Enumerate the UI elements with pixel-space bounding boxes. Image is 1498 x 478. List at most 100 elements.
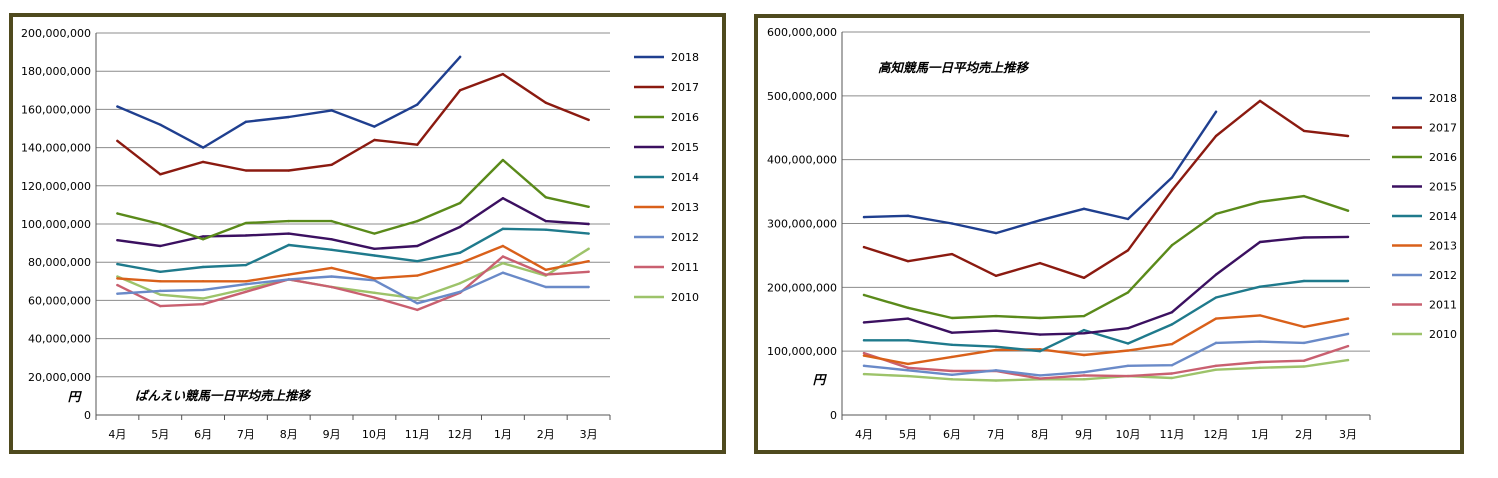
data-point-2011 [1214, 364, 1218, 368]
data-point-2017 [587, 118, 590, 122]
data-point-2017 [159, 173, 162, 176]
y-tick-label: 100,000,000 [767, 345, 837, 358]
data-point-2013 [330, 266, 333, 270]
data-point-2010 [1258, 366, 1262, 369]
data-point-2010 [501, 261, 505, 265]
data-point-2016 [1126, 291, 1130, 294]
data-point-2013 [587, 260, 590, 263]
data-point-2015 [330, 238, 333, 241]
data-point-2012 [994, 369, 998, 372]
data-point-2018 [458, 55, 462, 59]
data-point-2013 [1302, 325, 1306, 329]
data-point-2015 [373, 247, 376, 251]
data-point-2016 [330, 219, 333, 223]
data-point-2016 [906, 306, 910, 309]
data-point-2010 [862, 372, 866, 376]
data-point-2012 [1126, 364, 1130, 368]
data-point-2011 [1170, 372, 1174, 375]
legend-item-2016: 2016 [1392, 151, 1457, 164]
data-point-2016 [1258, 200, 1262, 203]
data-point-2012 [416, 302, 419, 305]
legend-label: 2016 [671, 111, 699, 124]
y-tick-label: 0 [84, 409, 91, 422]
data-point-2015 [244, 234, 248, 237]
x-tick-label: 6月 [943, 428, 961, 441]
data-point-2011 [1038, 377, 1042, 380]
legend-item-2017: 2017 [1392, 122, 1457, 135]
data-point-2015 [1038, 333, 1042, 336]
data-point-2016 [862, 293, 866, 297]
data-point-2015 [458, 225, 462, 229]
series-line-2012 [862, 332, 1350, 377]
data-point-2014 [416, 260, 419, 263]
series-line-2013 [862, 314, 1350, 366]
data-point-2012 [950, 373, 954, 376]
chart-title: ばんえい競馬一日平均売上推移 [135, 388, 312, 403]
data-point-2010 [994, 379, 998, 382]
data-point-2016 [1346, 209, 1350, 212]
data-point-2017 [287, 169, 290, 172]
data-point-2010 [906, 374, 910, 378]
legend-item-2012: 2012 [634, 231, 699, 244]
data-point-2014 [587, 232, 590, 235]
data-point-2013 [1126, 349, 1130, 352]
legend-label: 2018 [671, 51, 699, 64]
data-point-2018 [862, 215, 866, 219]
data-point-2013 [1214, 317, 1218, 320]
data-point-2011 [1126, 374, 1130, 378]
data-point-2010 [116, 275, 119, 278]
legend-label: 2013 [671, 201, 699, 214]
data-point-2017 [458, 89, 462, 92]
data-point-2014 [373, 254, 376, 257]
legend-label: 2011 [671, 261, 699, 274]
data-point-2016 [1214, 212, 1218, 216]
data-point-2012 [501, 271, 505, 274]
y-axis-unit-label: 円 [813, 372, 828, 387]
data-point-2015 [1214, 273, 1218, 276]
x-tick-label: 4月 [108, 428, 126, 441]
series-line-2017 [862, 99, 1350, 279]
data-point-2018 [906, 214, 910, 218]
data-point-2011 [244, 290, 248, 294]
data-point-2015 [1126, 326, 1130, 330]
series-line-2018 [862, 110, 1218, 235]
data-point-2014 [1258, 285, 1262, 288]
data-point-2013 [116, 277, 119, 280]
x-tick-label: 10月 [362, 428, 387, 441]
data-point-2014 [1214, 296, 1218, 299]
data-point-2012 [116, 292, 119, 295]
data-point-2017 [1038, 261, 1042, 265]
legend-item-2010: 2010 [634, 291, 699, 304]
data-point-2014 [1126, 342, 1130, 345]
data-point-2011 [1346, 344, 1350, 348]
data-point-2017 [862, 245, 866, 249]
data-point-2011 [950, 369, 954, 373]
x-tick-label: 5月 [899, 428, 917, 441]
data-point-2011 [1302, 359, 1306, 362]
y-tick-label: 120,000,000 [21, 180, 91, 193]
x-tick-label: 2月 [537, 428, 555, 441]
data-point-2013 [1170, 342, 1174, 346]
legend-item-2014: 2014 [1392, 210, 1457, 223]
data-point-2013 [287, 273, 290, 276]
legend-label: 2013 [1429, 240, 1457, 253]
data-point-2016 [544, 196, 547, 199]
data-point-2017 [244, 169, 248, 172]
y-tick-label: 0 [830, 409, 837, 422]
legend-label: 2010 [1429, 328, 1457, 341]
data-point-2013 [244, 280, 248, 283]
x-tick-label: 3月 [1339, 428, 1357, 441]
data-point-2012 [587, 285, 590, 289]
data-point-2014 [244, 263, 248, 267]
data-point-2010 [950, 378, 954, 381]
y-tick-label: 600,000,000 [767, 26, 837, 39]
data-point-2013 [862, 354, 866, 357]
data-point-2015 [159, 244, 162, 248]
data-point-2014 [544, 228, 547, 231]
data-point-2012 [862, 364, 866, 368]
data-point-2017 [950, 252, 954, 256]
x-tick-label: 3月 [580, 428, 598, 441]
x-tick-label: 11月 [1160, 428, 1185, 441]
kochi-sales-chart: 0 100,000,000 200,000,000 300,000,000 400,00… [767, 26, 1457, 441]
data-point-2016 [416, 219, 419, 223]
